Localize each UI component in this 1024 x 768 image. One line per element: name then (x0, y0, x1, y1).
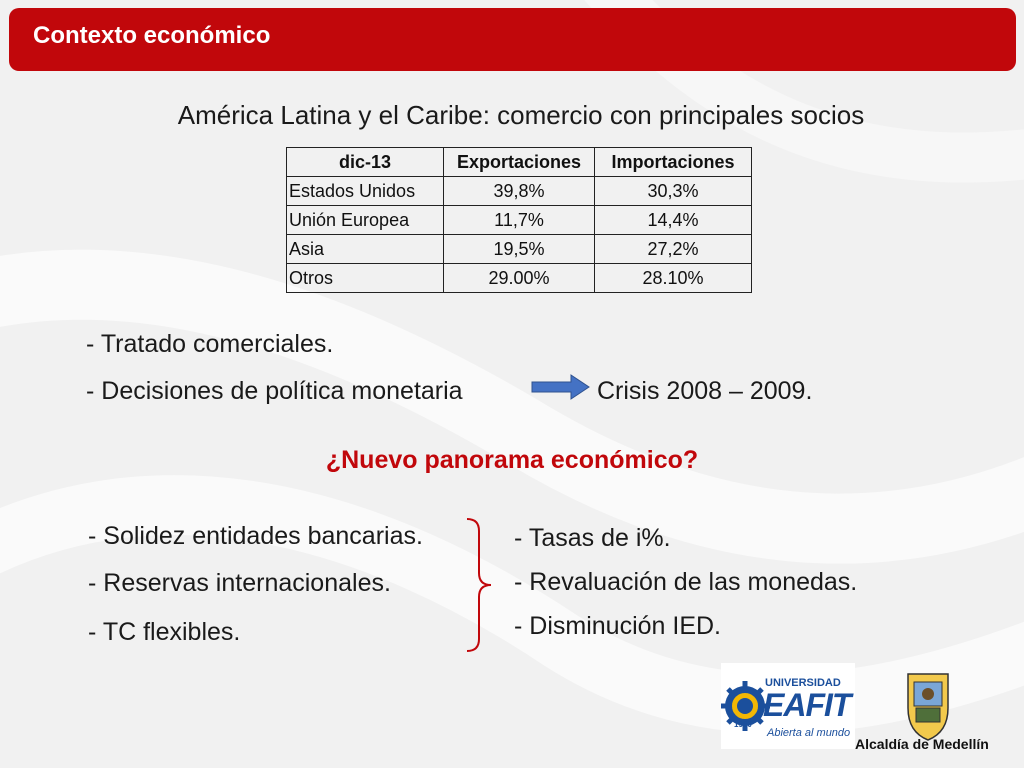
table-row: Unión Europea 11,7% 14,4% (286, 205, 752, 235)
table-cell: Unión Europea (286, 205, 444, 235)
question-heading: ¿Nuevo panorama económico? (325, 446, 699, 474)
table-header-row: dic-13 Exportaciones Importaciones (286, 147, 752, 177)
list-item: - Revaluación de las monedas. (514, 568, 858, 596)
table-row: Asia 19,5% 27,2% (286, 234, 752, 264)
table-cell: 29.00% (443, 263, 595, 293)
slide-title: Contexto económico (33, 22, 271, 49)
eafit-logo-name: EAFIT (763, 687, 851, 723)
table-cell: 30,3% (594, 176, 752, 206)
eafit-logo: UNIVERSIDAD EAFIT Abierta al mundo 1960 (720, 663, 855, 749)
table-cell: 14,4% (594, 205, 752, 235)
right-brace-icon (466, 518, 492, 652)
table-cell: 39,8% (443, 176, 595, 206)
list-item: - Solidez entidades bancarias. (88, 522, 423, 550)
bullet-item: - Tratado comerciales. (86, 330, 334, 358)
table-cell: 28.10% (594, 263, 752, 293)
alcaldia-label: Alcaldía de Medellín (855, 736, 989, 752)
right-arrow-icon (531, 374, 590, 400)
alcaldia-shield-icon (907, 673, 949, 741)
header-bar: Contexto económico (9, 8, 1016, 71)
list-item: - Tasas de i%. (514, 524, 671, 552)
crisis-label: Crisis 2008 – 2009. (597, 377, 813, 405)
table-cell: Asia (286, 234, 444, 264)
eafit-logo-tagline: Abierta al mundo (767, 727, 851, 739)
table-cell: Otros (286, 263, 444, 293)
bullet-item: - Decisiones de política monetaria (86, 377, 463, 405)
table-cell: 19,5% (443, 234, 595, 264)
table-caption: América Latina y el Caribe: comercio con… (177, 100, 865, 130)
trade-table: dic-13 Exportaciones Importaciones Estad… (286, 147, 752, 293)
list-item: - Reservas internacionales. (88, 569, 391, 597)
list-item: - TC flexibles. (88, 618, 241, 646)
table-header: Importaciones (594, 147, 752, 177)
table-cell: 27,2% (594, 234, 752, 264)
table-cell: 11,7% (443, 205, 595, 235)
list-item: - Disminución IED. (514, 612, 721, 640)
table-cell: Estados Unidos (286, 176, 444, 206)
table-header: dic-13 (286, 147, 444, 177)
table-row: Otros 29.00% 28.10% (286, 263, 752, 293)
table-header: Exportaciones (443, 147, 595, 177)
eafit-logo-top: UNIVERSIDAD (765, 677, 841, 689)
table-row: Estados Unidos 39,8% 30,3% (286, 176, 752, 206)
eafit-logo-year: 1960 (734, 720, 752, 729)
